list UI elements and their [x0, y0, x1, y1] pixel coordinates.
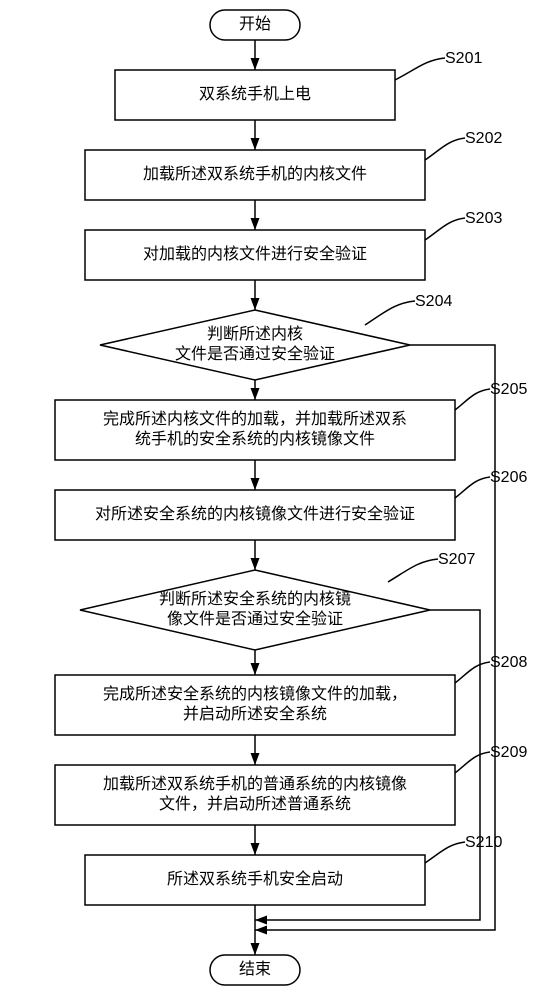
decision-s207-line1: 像文件是否通过安全验证 — [167, 610, 343, 628]
step-s210-line0: 所述双系统手机安全启动 — [167, 870, 343, 888]
step-s209-line1: 文件，并启动所述普通系统 — [159, 795, 351, 813]
step-s208-line0: 完成所述安全系统的内核镜像文件的加载， — [103, 684, 407, 703]
step-s209-line0: 加载所述双系统手机的普通系统的内核镜像 — [103, 774, 407, 793]
step-s206: 对所述安全系统的内核镜像文件进行安全验证 — [55, 490, 455, 540]
terminator-end: 结束 — [210, 955, 300, 985]
callout-s207-label: S207 — [438, 551, 475, 568]
step-s201-line0: 双系统手机上电 — [199, 85, 311, 103]
terminator-start: 开始 — [210, 10, 300, 40]
step-s206-line0: 对所述安全系统的内核镜像文件进行安全验证 — [95, 504, 415, 523]
step-s209: 加载所述双系统手机的普通系统的内核镜像文件，并启动所述普通系统 — [55, 765, 455, 825]
callout-s204-label: S204 — [415, 293, 452, 310]
decision-s204-line1: 文件是否通过安全验证 — [175, 345, 335, 363]
step-s205-line1: 统手机的安全系统的内核镜像文件 — [135, 429, 375, 448]
callout-s205-label: S205 — [490, 381, 527, 398]
decision-s204-line0: 判断所述内核 — [207, 325, 303, 343]
callout-s208-label: S208 — [490, 654, 527, 671]
decision-s207-line0: 判断所述安全系统的内核镜 — [159, 589, 351, 608]
callout-s203-label: S203 — [465, 210, 502, 227]
step-s202: 加载所述双系统手机的内核文件 — [85, 150, 425, 200]
step-s201: 双系统手机上电 — [115, 70, 395, 120]
step-s205-line0: 完成所述内核文件的加载，并加载所述双系 — [103, 410, 407, 428]
terminator-start-label: 开始 — [239, 15, 271, 33]
step-s205: 完成所述内核文件的加载，并加载所述双系统手机的安全系统的内核镜像文件 — [55, 400, 455, 460]
callout-s202-label: S202 — [465, 130, 502, 147]
callout-s210-label: S210 — [465, 834, 502, 851]
callout-s201-label: S201 — [445, 50, 482, 67]
step-s203-line0: 对加载的内核文件进行安全验证 — [143, 245, 367, 263]
callout-s206-label: S206 — [490, 469, 527, 486]
step-s208-line1: 并启动所述安全系统 — [183, 705, 327, 723]
step-s203: 对加载的内核文件进行安全验证 — [85, 230, 425, 280]
callout-s209-label: S209 — [490, 744, 527, 761]
step-s202-line0: 加载所述双系统手机的内核文件 — [143, 165, 367, 183]
terminator-end-label: 结束 — [239, 960, 271, 978]
step-s208: 完成所述安全系统的内核镜像文件的加载， 并启动所述安全系统 — [55, 675, 455, 735]
step-s210: 所述双系统手机安全启动 — [85, 855, 425, 905]
